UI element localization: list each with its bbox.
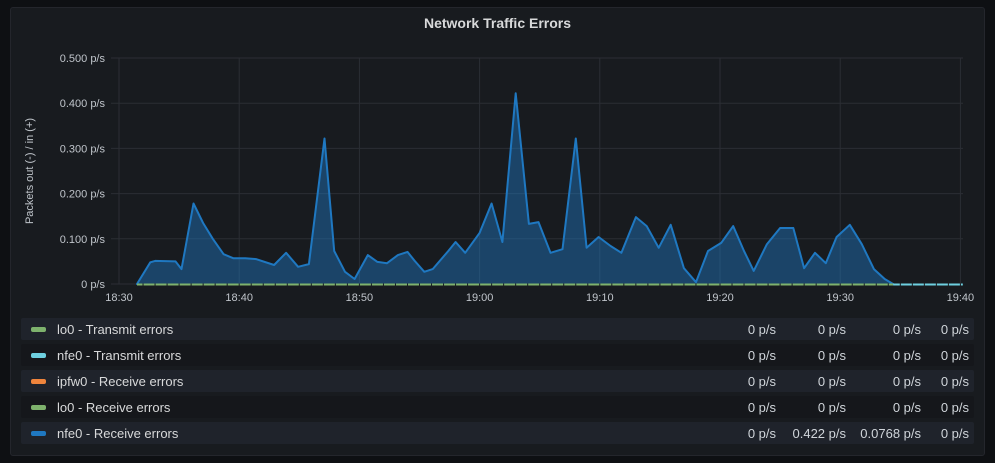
legend-value: 0 p/s — [892, 373, 921, 389]
legend-table: lo0 - Transmit errors 0 p/s 0 p/s 0 p/s 0 p/… — [21, 318, 974, 448]
series-line-nfe0 — [136, 92, 895, 285]
legend-value: 0 p/s — [747, 321, 776, 337]
legend-value: 0 p/s — [892, 347, 921, 363]
legend-value: 0 p/s — [817, 321, 846, 337]
legend-value: 0 p/s — [940, 399, 969, 415]
legend-value: 0 p/s — [747, 425, 776, 441]
y-tick-label: 0.200 p/s — [60, 189, 106, 201]
series-color-swatch[interactable] — [31, 352, 46, 358]
series-color-swatch[interactable] — [31, 326, 46, 332]
y-tick-label: 0.300 p/s — [60, 143, 106, 155]
x-tick-label: 18:30 — [105, 292, 133, 304]
legend-value: 0 p/s — [817, 373, 846, 389]
legend-row: lo0 - Receive errors 0 p/s 0 p/s 0 p/s 0 p/s — [21, 396, 974, 418]
legend-value: 0 p/s — [940, 373, 969, 389]
legend-value: 0 p/s — [747, 373, 776, 389]
y-tick-label: 0.400 p/s — [60, 98, 106, 110]
legend-value: 0.0768 p/s — [860, 425, 921, 441]
x-tick-label: 18:50 — [346, 292, 374, 304]
x-tick-label: 19:10 — [586, 292, 614, 304]
series-area-nfe0 — [137, 93, 894, 284]
series-color-swatch[interactable] — [31, 378, 46, 384]
x-tick-label: 19:20 — [706, 292, 734, 304]
series-color-swatch[interactable] — [31, 430, 46, 436]
series-label[interactable]: lo0 - Receive errors — [57, 399, 171, 415]
traffic-errors-chart[interactable]: 0.500 p/s 0.400 p/s 0.300 p/s 0.200 p/s 0.10… — [11, 8, 986, 308]
legend-value: 0 p/s — [940, 347, 969, 363]
series-label[interactable]: nfe0 - Receive errors — [57, 425, 179, 441]
series-label[interactable]: lo0 - Transmit errors — [57, 321, 174, 337]
legend-value: 0 p/s — [747, 347, 776, 363]
legend-value: 0 p/s — [940, 321, 969, 337]
legend-row: nfe0 - Receive errors 0 p/s 0.422 p/s 0.076… — [21, 422, 974, 444]
legend-value: 0 p/s — [817, 347, 846, 363]
y-tick-label: 0 p/s — [81, 279, 105, 291]
legend-value: 0 p/s — [940, 425, 969, 441]
legend-row: nfe0 - Transmit errors 0 p/s 0 p/s 0 p/s 0 p… — [21, 344, 974, 366]
x-tick-label: 18:40 — [225, 292, 253, 304]
legend-row: lo0 - Transmit errors 0 p/s 0 p/s 0 p/s 0 p/… — [21, 318, 974, 340]
x-tick-label: 19:00 — [466, 292, 494, 304]
y-axis-title: Packets out (-) / in (+) — [24, 118, 36, 224]
series-label[interactable]: ipfw0 - Receive errors — [57, 373, 184, 389]
legend-value: 0 p/s — [817, 399, 846, 415]
legend-row: ipfw0 - Receive errors 0 p/s 0 p/s 0 p/s 0 p… — [21, 370, 974, 392]
series-color-swatch[interactable] — [31, 404, 46, 410]
legend-value: 0 p/s — [892, 399, 921, 415]
panel-title[interactable]: Network Traffic Errors — [423, 15, 572, 31]
y-tick-label: 0.100 p/s — [60, 234, 106, 246]
y-tick-label: 0.500 p/s — [60, 53, 106, 65]
legend-value: 0 p/s — [892, 321, 921, 337]
series-label[interactable]: nfe0 - Transmit errors — [57, 347, 182, 363]
x-tick-label: 19:40 — [947, 292, 975, 304]
legend-value: 0.422 p/s — [792, 425, 847, 441]
legend-value: 0 p/s — [747, 399, 776, 415]
network-traffic-errors-panel: Network Traffic Errors 0.500 p/s 0.400 p/… — [10, 7, 985, 456]
x-tick-label: 19:30 — [826, 292, 854, 304]
